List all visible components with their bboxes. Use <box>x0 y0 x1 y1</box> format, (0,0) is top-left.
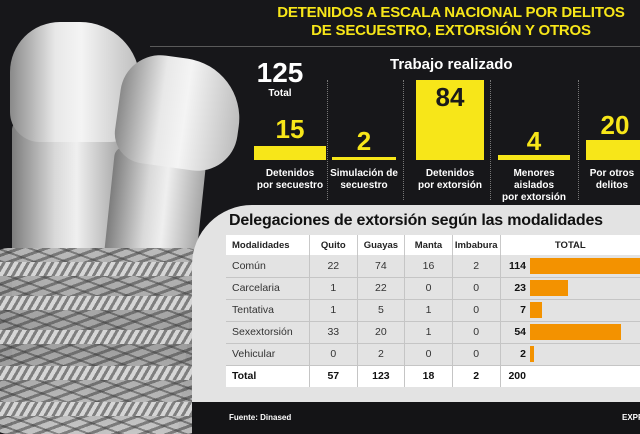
bar-label: Detenidos por secuestro <box>256 168 324 191</box>
bar-value: 20 <box>600 110 630 140</box>
total-value: 125 <box>256 57 304 88</box>
bar-label: Detenidos por extorsión <box>418 168 482 191</box>
title-divider <box>150 46 640 47</box>
rope-band <box>0 296 210 310</box>
table-row: Vehicular 0 2 0 0 2 <box>226 343 640 366</box>
header-total: TOTAL <box>500 235 640 255</box>
tied-hands-photo <box>0 0 240 434</box>
rope-band <box>0 402 210 416</box>
main-title: DETENIDOS A ESCALA NACIONAL POR DELITOS … <box>262 4 640 40</box>
total-label: Total <box>268 88 292 99</box>
column-separator <box>403 80 404 200</box>
column-separator <box>490 80 491 200</box>
bar-label: Simulación de secuestro <box>330 168 398 191</box>
total-bar-cell <box>530 277 640 300</box>
table-row: Tentativa 1 5 1 0 7 <box>226 299 640 322</box>
rope-band <box>0 330 210 344</box>
header-guayas: Guayas <box>357 235 406 255</box>
bar <box>332 157 396 160</box>
column-separator <box>327 80 328 200</box>
table-row: Carcelaria 1 22 0 0 23 <box>226 277 640 300</box>
bar-column-extorsion: 84 Detenidos por extorsión <box>412 80 488 200</box>
total-bar-cell <box>530 321 640 344</box>
header-manta: Manta <box>404 235 453 255</box>
rope-band <box>0 262 210 276</box>
footer-bar <box>192 402 640 434</box>
header-quito: Quito <box>309 235 358 255</box>
source-note: Fuente: Dinased <box>229 413 292 422</box>
total-bar <box>530 346 534 362</box>
table-title: Delegaciones de extorsión según las moda… <box>229 212 603 229</box>
bar-value: 2 <box>356 126 372 156</box>
bar-column-simulacion: 2 Simulación de secuestro <box>328 80 400 200</box>
bar <box>254 146 326 160</box>
right-fist-shape <box>110 50 240 176</box>
rope-band <box>0 366 210 380</box>
bar-label: Por otros delitos <box>589 168 635 191</box>
total-bar <box>530 324 621 340</box>
bar <box>498 155 570 160</box>
table-total-row: Total 57 123 18 2 200 <box>226 365 640 387</box>
bar-value: 84 <box>435 82 465 112</box>
bar-label: Menores aislados por extorsión <box>502 168 566 203</box>
bar-value: 4 <box>526 126 542 156</box>
header-imbabura: Imbabura <box>452 235 501 255</box>
header-modalidades: Modalidades <box>226 235 311 255</box>
bar <box>416 80 484 160</box>
bar-column-otros: 20 Por otros delitos <box>582 80 640 200</box>
bar <box>586 140 640 160</box>
total-bar-cell <box>530 255 640 278</box>
total-bar <box>530 257 640 274</box>
bar-column-menores: 4 Menores aislados por extorsión <box>494 80 574 203</box>
total-bar-cell <box>530 343 640 366</box>
title-line-1: DETENIDOS A ESCALA NACIONAL POR DELITOS <box>277 4 625 21</box>
total-bar <box>530 280 568 296</box>
title-line-2: DE SECUESTRO, EXTORSIÓN Y OTROS <box>311 22 591 39</box>
section-title: Trabajo realizado <box>390 56 513 73</box>
table-header-row: Modalidades Quito Guayas Manta Imbabura … <box>226 235 640 255</box>
brand-logo-text: EXPR <box>622 413 640 422</box>
bar-value: 15 <box>275 114 305 144</box>
total-bar-cell <box>530 299 640 322</box>
table-row: Común 22 74 16 2 114 <box>226 255 640 278</box>
table-row: Sexextorsión 33 20 1 0 54 <box>226 321 640 344</box>
total-bar <box>530 302 542 318</box>
bar-column-secuestro: 15 Detenidos por secuestro <box>250 80 330 200</box>
modalidades-table: Modalidades Quito Guayas Manta Imbabura … <box>226 235 640 387</box>
column-separator <box>578 80 579 200</box>
